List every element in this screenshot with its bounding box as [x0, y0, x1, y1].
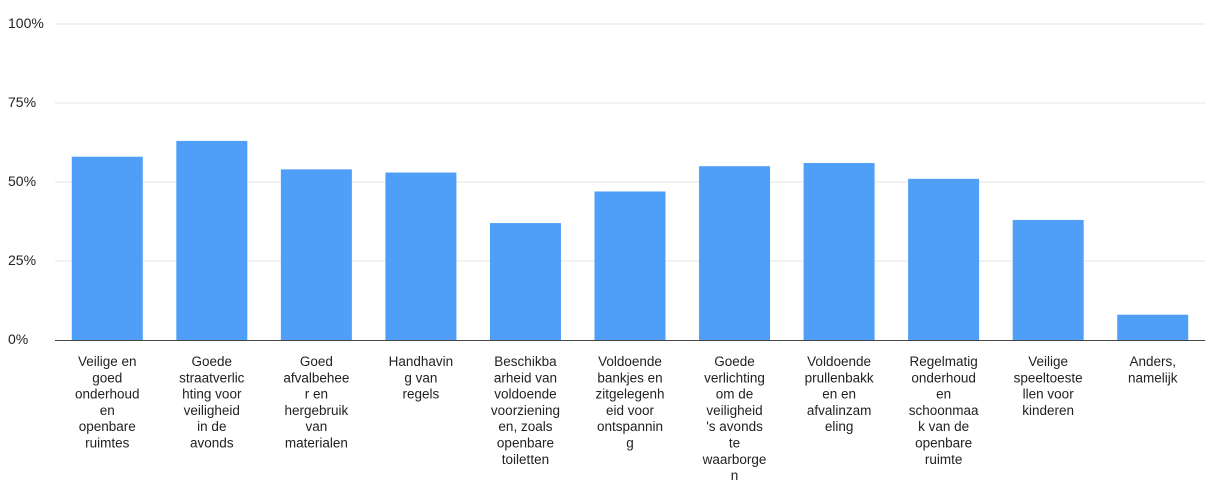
x-category-label: Voldoende bankjes en zitgelegenh eid voor on… [595, 354, 664, 451]
x-category-label-line: prullenbakk [805, 370, 874, 385]
x-category-label: Goed afvalbehee r en hergebruik van materiale… [283, 354, 349, 451]
bar [385, 172, 457, 340]
x-category-label-line: Goed [300, 354, 333, 369]
x-category-label-line: Regelmatig [909, 354, 977, 369]
x-category-label-line: straatverlic [179, 370, 245, 385]
x-category-label-line: voorziening [491, 403, 560, 418]
x-category-label-line: ontspannin [597, 419, 663, 434]
bar [280, 169, 352, 340]
x-category-label-line: en en [822, 387, 856, 402]
x-category-label-line: eling [825, 419, 854, 434]
x-category-label-line: afvalbehee [283, 370, 349, 385]
x-category-label-line: avonds [190, 436, 234, 451]
x-category-label-line: hting voor [182, 387, 242, 402]
x-category-label-line: Voldoende [598, 354, 662, 369]
x-category-label: Handhavin g van regels [389, 354, 454, 402]
x-category-label-line: afvalinzam [807, 403, 872, 418]
x-category-label-line: en, zoals [498, 419, 552, 434]
x-category-label-line: bankjes en [597, 370, 662, 385]
y-tick-label: 100% [8, 15, 44, 31]
x-category-label-line: speeltoeste [1014, 370, 1083, 385]
x-category-label-line: 's avonds [706, 419, 763, 434]
x-category-label-line: hergebruik [284, 403, 348, 418]
y-tick-label: 0% [8, 331, 28, 347]
x-category-label-line: schoonmaa [909, 403, 979, 418]
x-category-label-line: onderhoud [75, 387, 140, 402]
y-axis-tick-labels: 0% 25% 50% 75% 100% [8, 15, 44, 347]
x-category-label-line: Anders, [1129, 354, 1176, 369]
x-category-label: Regelmatig onderhoud en schoonmaa k van de op… [909, 354, 979, 467]
x-category-label-line: materialen [285, 436, 348, 451]
x-category-label: Veilige speeltoeste llen voor kinderen [1014, 354, 1083, 418]
x-category-label-line: openbare [79, 419, 136, 434]
x-category-label-line: kinderen [1022, 403, 1074, 418]
x-category-label-line: openbare [497, 436, 554, 451]
x-category-label-line: ruimte [925, 452, 963, 467]
x-category-label-line: onderhoud [911, 370, 976, 385]
x-category-label-line: verlichting [704, 370, 765, 385]
x-category-label: Anders, namelijk [1128, 354, 1178, 385]
x-category-label-line: regels [403, 387, 440, 402]
bar [176, 140, 248, 340]
bar [1012, 219, 1084, 340]
x-category-label-line: veiligheid [706, 403, 762, 418]
bars [71, 140, 1189, 340]
bar [908, 178, 980, 340]
x-category-label-line: Goede [714, 354, 755, 369]
bar [803, 163, 875, 340]
x-axis-category-labels: Veilige en goed onderhoud en openbare ruimtes… [75, 354, 1178, 483]
x-category-label-line: arheid van [494, 370, 557, 385]
x-category-label: Veilige en goed onderhoud en openbare ruimtes [75, 354, 140, 451]
y-tick-label: 75% [8, 94, 36, 110]
x-category-label-line: zitgelegenh [595, 387, 664, 402]
bar [699, 166, 771, 340]
x-category-label-line: veiligheid [184, 403, 240, 418]
x-category-label-line: toiletten [502, 452, 549, 467]
y-tick-label: 50% [8, 173, 36, 189]
x-category-label-line: Beschikba [494, 354, 557, 369]
x-category-label-line: g van [404, 370, 437, 385]
x-category-label-line: g [626, 436, 634, 451]
x-category-label-line: en [100, 403, 115, 418]
x-category-label: Goede straatverlic hting voor veiligheid in … [179, 354, 245, 451]
x-category-label-line: llen voor [1023, 387, 1075, 402]
x-category-label-line: Veilige en [78, 354, 137, 369]
x-category-label-line: en [936, 387, 951, 402]
x-category-label: Voldoende prullenbakk en en afvalinzam eling [805, 354, 874, 434]
x-category-label-line: namelijk [1128, 370, 1178, 385]
x-category-label-line: Goede [192, 354, 233, 369]
x-category-label-line: openbare [915, 436, 972, 451]
x-category-label-line: ruimtes [85, 436, 130, 451]
x-category-label-line: Veilige [1028, 354, 1068, 369]
y-tick-label: 25% [8, 252, 36, 268]
x-category-label-line: van [305, 419, 327, 434]
bar [71, 156, 143, 340]
x-category-label-line: waarborge [702, 452, 767, 467]
x-category-label-line: k van de [918, 419, 969, 434]
x-category-label-line: r en [305, 387, 328, 402]
x-category-label: Goede verlichting om de veiligheid's avonds… [702, 354, 767, 483]
x-category-label: Beschikba arheid van voldoende voorziening e… [491, 354, 560, 467]
bar [594, 191, 666, 340]
x-category-label-line: Handhavin [389, 354, 454, 369]
x-category-label-line: goed [92, 370, 122, 385]
x-category-label-line: om de [716, 387, 754, 402]
bar [1117, 314, 1189, 340]
x-category-label-line: eid voor [606, 403, 655, 418]
x-category-label-line: Voldoende [807, 354, 871, 369]
x-category-label-line: voldoende [494, 387, 556, 402]
x-category-label-line: te [729, 436, 740, 451]
bar [489, 223, 561, 340]
x-category-label-line: in de [197, 419, 226, 434]
x-category-label-line: n [731, 468, 739, 483]
